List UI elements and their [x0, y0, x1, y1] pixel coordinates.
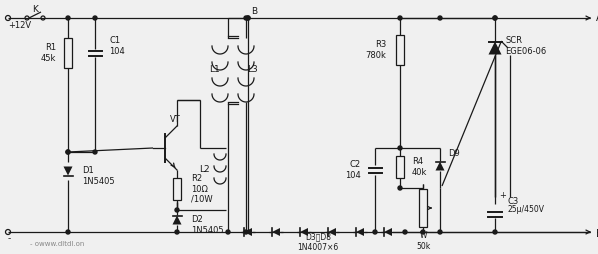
Text: R2
10Ω
/10W: R2 10Ω /10W	[191, 174, 213, 204]
Text: L1: L1	[209, 66, 219, 74]
Circle shape	[244, 230, 248, 234]
Circle shape	[246, 16, 250, 20]
Text: D2
1N5405: D2 1N5405	[191, 215, 224, 235]
Circle shape	[175, 230, 179, 234]
Text: K: K	[32, 6, 38, 14]
Polygon shape	[384, 228, 392, 236]
Circle shape	[66, 150, 70, 154]
Polygon shape	[356, 228, 364, 236]
Polygon shape	[435, 162, 444, 170]
Text: SCR
EGE06-06: SCR EGE06-06	[505, 36, 546, 56]
Polygon shape	[272, 228, 280, 236]
Text: 25μ/450V: 25μ/450V	[507, 205, 544, 214]
Circle shape	[493, 16, 497, 20]
Circle shape	[226, 230, 230, 234]
Text: C1
104: C1 104	[109, 36, 125, 56]
Bar	[419, 189, 427, 227]
Circle shape	[493, 16, 497, 20]
Circle shape	[246, 16, 250, 20]
Circle shape	[244, 16, 248, 20]
Circle shape	[398, 16, 402, 20]
Text: B: B	[596, 229, 598, 239]
Circle shape	[438, 230, 442, 234]
Text: +: +	[499, 190, 506, 199]
Circle shape	[403, 230, 407, 234]
Bar	[64, 38, 72, 68]
Text: C2
104: C2 104	[345, 160, 361, 180]
Text: D9: D9	[448, 150, 460, 158]
Bar	[173, 178, 181, 200]
Circle shape	[66, 150, 70, 154]
Circle shape	[175, 208, 179, 212]
Text: C3: C3	[507, 197, 518, 205]
Text: B: B	[251, 7, 257, 15]
Circle shape	[398, 186, 402, 190]
Polygon shape	[244, 228, 252, 236]
Polygon shape	[63, 167, 72, 176]
Bar	[396, 156, 404, 178]
Circle shape	[421, 230, 425, 234]
Text: W
50k: W 50k	[416, 231, 430, 251]
Text: -: -	[8, 234, 11, 244]
Circle shape	[66, 230, 70, 234]
Text: R1
45k: R1 45k	[41, 43, 56, 63]
Text: R3
780k: R3 780k	[365, 40, 386, 60]
Circle shape	[93, 150, 97, 154]
Circle shape	[93, 16, 97, 20]
Text: L2: L2	[199, 165, 210, 173]
Text: - owww.dltdl.on: - owww.dltdl.on	[30, 241, 84, 247]
Text: D1
1N5405: D1 1N5405	[82, 166, 115, 186]
Polygon shape	[328, 228, 336, 236]
Circle shape	[373, 230, 377, 234]
Text: D3～D8
1N4007×6: D3～D8 1N4007×6	[297, 232, 338, 252]
Text: A: A	[596, 13, 598, 23]
Polygon shape	[300, 228, 308, 236]
Bar	[396, 35, 404, 65]
Polygon shape	[489, 41, 502, 55]
Circle shape	[66, 16, 70, 20]
Circle shape	[438, 16, 442, 20]
Circle shape	[398, 146, 402, 150]
Text: +12V: +12V	[8, 22, 31, 30]
Polygon shape	[172, 215, 182, 225]
Text: R4
40k: R4 40k	[412, 157, 428, 177]
Text: VT: VT	[170, 116, 181, 124]
Circle shape	[493, 230, 497, 234]
Text: L3: L3	[246, 66, 257, 74]
